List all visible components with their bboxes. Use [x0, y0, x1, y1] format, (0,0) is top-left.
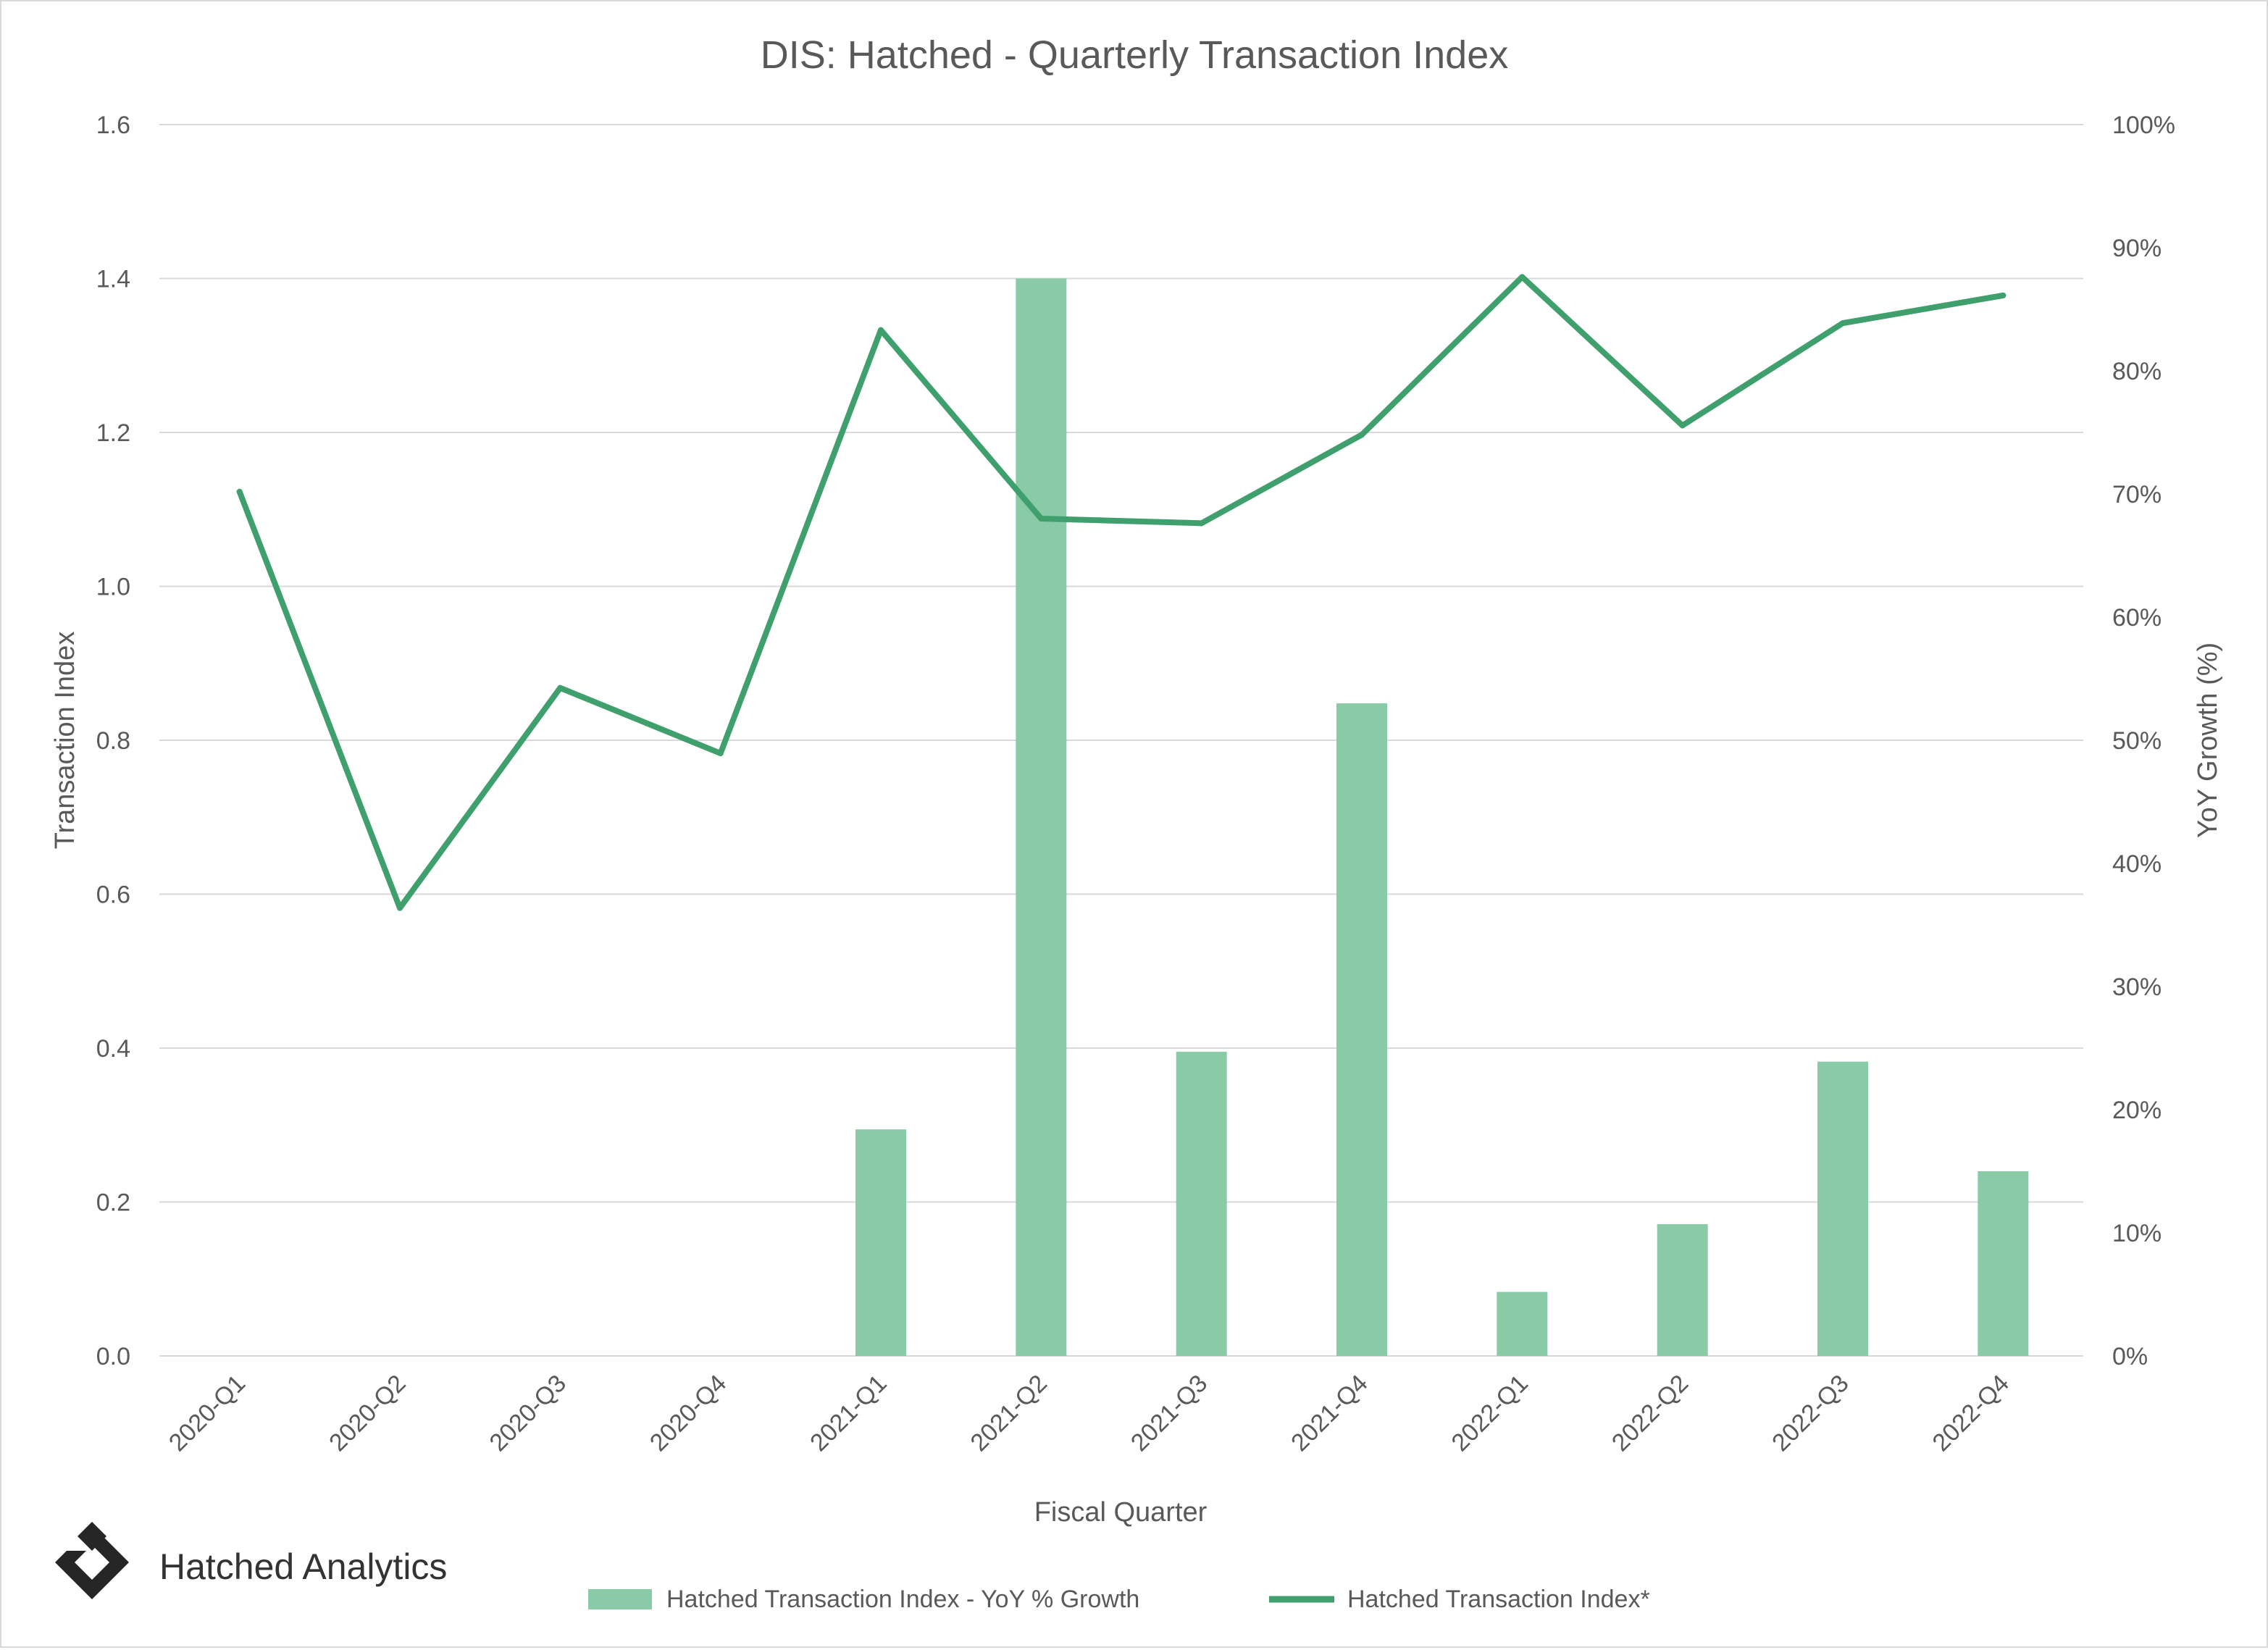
right-tick-label: 80% — [2112, 358, 2162, 385]
left-tick-label: 0.4 — [96, 1035, 130, 1063]
y-axis-left-title: Transaction Index — [50, 632, 80, 850]
left-tick-label: 0.0 — [96, 1343, 130, 1370]
x-tick-label: 2020-Q3 — [485, 1370, 572, 1457]
bar — [1657, 1224, 1708, 1356]
x-tick-label: 2022-Q2 — [1607, 1370, 1694, 1457]
y-axis-right-title: YoY Growth (%) — [2193, 642, 2223, 838]
bar — [1978, 1171, 2029, 1356]
right-tick-label: 100% — [2112, 112, 2175, 139]
legend-label-bar: Hatched Transaction Index - YoY % Growth — [666, 1586, 1139, 1613]
line-point — [1198, 520, 1205, 527]
right-tick-label: 50% — [2112, 727, 2162, 755]
line-point — [1359, 432, 1365, 438]
left-tick-label: 0.6 — [96, 881, 130, 909]
line-point — [717, 750, 724, 757]
right-tick-label: 70% — [2112, 481, 2162, 508]
legend-label-line: Hatched Transaction Index* — [1347, 1586, 1650, 1613]
right-tick-label: 60% — [2112, 604, 2162, 632]
legend-swatch-bar — [588, 1589, 652, 1609]
right-axis-ticks: 0% 10% 20% 30% 40% 50% 60% 70% 80% 90% 100% — [2112, 112, 2175, 1370]
right-tick-label: 90% — [2112, 235, 2162, 262]
left-tick-label: 1.4 — [96, 266, 130, 293]
x-tick-label: 2022-Q4 — [1928, 1370, 2014, 1457]
bar — [1817, 1061, 1868, 1356]
line-point — [397, 905, 403, 911]
right-tick-label: 40% — [2112, 850, 2162, 878]
x-tick-label: 2021-Q3 — [1126, 1370, 1213, 1457]
x-axis-ticks: 2020-Q1 2020-Q2 2020-Q3 2020-Q4 2021-Q1 2021-… — [164, 1370, 2014, 1457]
bar — [1176, 1052, 1227, 1356]
line-point — [236, 488, 243, 495]
line-series — [236, 274, 2007, 911]
x-tick-label: 2021-Q2 — [966, 1370, 1053, 1457]
line-point — [2000, 292, 2007, 298]
right-tick-label: 10% — [2112, 1220, 2162, 1247]
x-tick-label: 2020-Q4 — [645, 1370, 732, 1457]
right-tick-label: 30% — [2112, 973, 2162, 1001]
chart-title: DIS: Hatched - Quarterly Transaction Ind… — [761, 33, 1508, 77]
x-tick-label: 2020-Q1 — [164, 1370, 251, 1457]
line-point — [1840, 320, 1846, 327]
line-point — [1679, 422, 1686, 429]
right-tick-label: 20% — [2112, 1097, 2162, 1124]
line-point — [557, 684, 564, 691]
left-tick-label: 1.2 — [96, 419, 130, 447]
hatched-diamond-logo-icon — [55, 1522, 129, 1599]
series-line — [236, 274, 2007, 911]
bar — [1016, 278, 1067, 1356]
x-axis-title: Fiscal Quarter — [1034, 1497, 1208, 1528]
brand-name: Hatched Analytics — [159, 1546, 447, 1587]
line-point — [1038, 516, 1045, 522]
legend: Hatched Transaction Index - YoY % Growth… — [588, 1586, 1650, 1613]
x-tick-label: 2021-Q4 — [1286, 1370, 1373, 1457]
left-tick-label: 0.8 — [96, 727, 130, 755]
bar-series — [855, 278, 2029, 1356]
left-axis-ticks: 0.0 0.2 0.4 0.6 0.8 1.0 1.2 1.4 1.6 — [96, 112, 130, 1370]
right-tick-label: 0% — [2112, 1343, 2148, 1370]
left-tick-label: 1.0 — [96, 574, 130, 601]
x-tick-label: 2022-Q1 — [1447, 1370, 1533, 1457]
bar — [1497, 1291, 1548, 1356]
left-tick-label: 1.6 — [96, 112, 130, 139]
bar — [1336, 703, 1387, 1356]
x-tick-label: 2021-Q1 — [805, 1370, 892, 1457]
x-tick-label: 2020-Q2 — [324, 1370, 411, 1457]
line-point — [878, 327, 884, 333]
bar — [855, 1129, 906, 1356]
left-tick-label: 0.2 — [96, 1189, 130, 1217]
x-tick-label: 2022-Q3 — [1767, 1370, 1854, 1457]
line-point — [1519, 274, 1526, 280]
gridlines — [159, 124, 2083, 1357]
